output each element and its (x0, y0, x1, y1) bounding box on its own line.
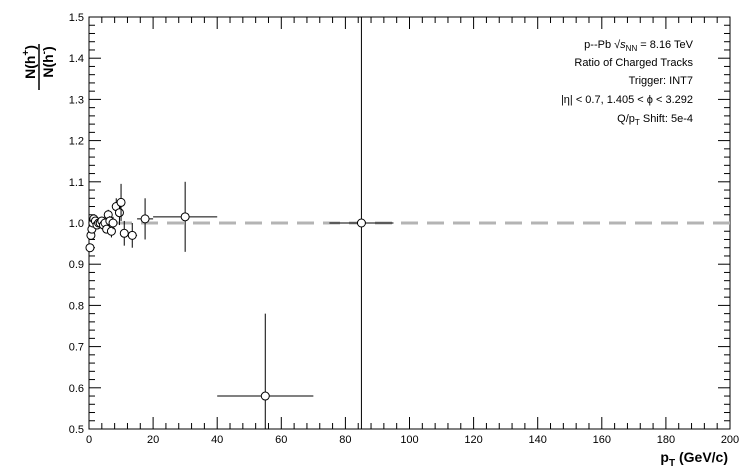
y-tick-label: 1.0 (69, 218, 84, 230)
y-tick-label: 1.3 (69, 94, 84, 106)
x-tick-label: 160 (593, 434, 611, 446)
x-tick-label: 0 (86, 434, 92, 446)
y-axis-title-numerator: N(h+) (21, 45, 38, 79)
data-marker (140, 214, 150, 224)
data-point (127, 223, 138, 248)
data-point (108, 216, 118, 230)
y-tick-label: 1.4 (69, 53, 84, 65)
data-point (116, 183, 126, 221)
data-marker (260, 391, 270, 401)
info-text-block: p--Pb √sNN = 8.16 TeV Ratio of Charged T… (561, 39, 694, 127)
data-marker (114, 208, 124, 218)
data-point (119, 220, 129, 246)
data-marker (356, 218, 366, 228)
x-tick-label: 40 (211, 434, 223, 446)
data-marker (85, 243, 95, 253)
x-tick-label: 100 (400, 434, 418, 446)
y-axis-ticks: 0.5 0.6 0.7 0.8 0.9 1.0 1.1 1.2 1.3 1.4 1.5 (69, 12, 730, 436)
x-tick-label: 20 (147, 434, 159, 446)
y-tick-label: 1.2 (69, 136, 84, 148)
x-tick-label: 200 (721, 434, 739, 446)
info-line-shift: Q/pT Shift: 5e-4 (617, 113, 693, 127)
data-marker (127, 230, 137, 240)
data-points (85, 17, 394, 429)
y-tick-label: 1.1 (69, 177, 84, 189)
y-tick-label: 0.9 (69, 259, 84, 271)
x-axis-ticks: 0 20 40 60 80 100 120 140 160 180 200 (86, 17, 739, 446)
info-line-trigger: Trigger: INT7 (629, 75, 693, 87)
info-line-collision: p--Pb √sNN = 8.16 TeV (584, 39, 693, 53)
data-marker (108, 218, 118, 228)
data-point (137, 198, 154, 240)
x-tick-label: 80 (339, 434, 351, 446)
data-point (85, 243, 95, 253)
x-axis-title: pT (GeV/c) (660, 449, 728, 469)
data-marker (106, 226, 116, 236)
data-marker (116, 197, 126, 207)
data-point (153, 181, 218, 252)
y-axis-title: N(h+) N(h-) (21, 44, 56, 90)
x-tick-label: 120 (464, 434, 482, 446)
y-tick-label: 0.6 (69, 383, 84, 395)
info-line-ratio: Ratio of Charged Tracks (574, 57, 693, 69)
y-tick-label: 0.8 (69, 300, 84, 312)
y-tick-label: 1.5 (69, 12, 84, 24)
data-point (217, 313, 314, 429)
info-line-cuts: |η| < 0.7, 1.405 < ϕ < 3.292 (561, 94, 693, 106)
y-axis-title-denominator: N(h-) (39, 46, 56, 77)
data-marker (119, 228, 129, 238)
x-tick-label: 180 (657, 434, 675, 446)
x-tick-label: 60 (275, 434, 287, 446)
y-tick-label: 0.7 (69, 342, 84, 354)
data-marker (180, 212, 190, 222)
x-tick-label: 140 (529, 434, 547, 446)
data-point (329, 17, 394, 429)
y-tick-label: 0.5 (69, 424, 84, 436)
